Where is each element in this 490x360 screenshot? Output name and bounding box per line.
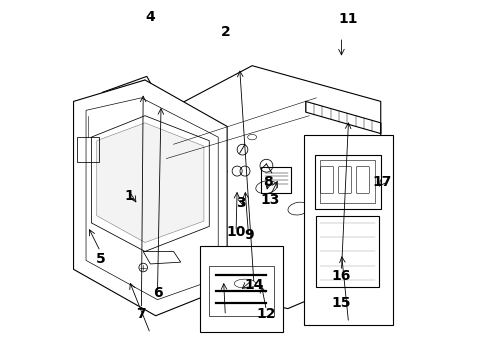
Text: 11: 11	[339, 12, 358, 26]
FancyBboxPatch shape	[304, 135, 393, 325]
Text: 8: 8	[263, 175, 273, 189]
Text: 13: 13	[260, 193, 280, 207]
Text: 10: 10	[226, 225, 246, 239]
Text: 12: 12	[257, 307, 276, 321]
FancyBboxPatch shape	[200, 246, 283, 332]
Polygon shape	[74, 80, 227, 316]
Text: 4: 4	[146, 10, 155, 24]
Text: 7: 7	[137, 307, 146, 321]
Text: 6: 6	[153, 285, 162, 300]
Text: 16: 16	[332, 269, 351, 283]
Text: 3: 3	[237, 196, 246, 210]
Text: 9: 9	[244, 228, 253, 242]
Text: 1: 1	[124, 189, 134, 203]
Polygon shape	[97, 123, 204, 243]
Text: 2: 2	[220, 25, 230, 39]
Text: 17: 17	[373, 175, 392, 189]
Text: 15: 15	[332, 296, 351, 310]
Text: 5: 5	[96, 252, 105, 266]
Text: 14: 14	[244, 278, 264, 292]
